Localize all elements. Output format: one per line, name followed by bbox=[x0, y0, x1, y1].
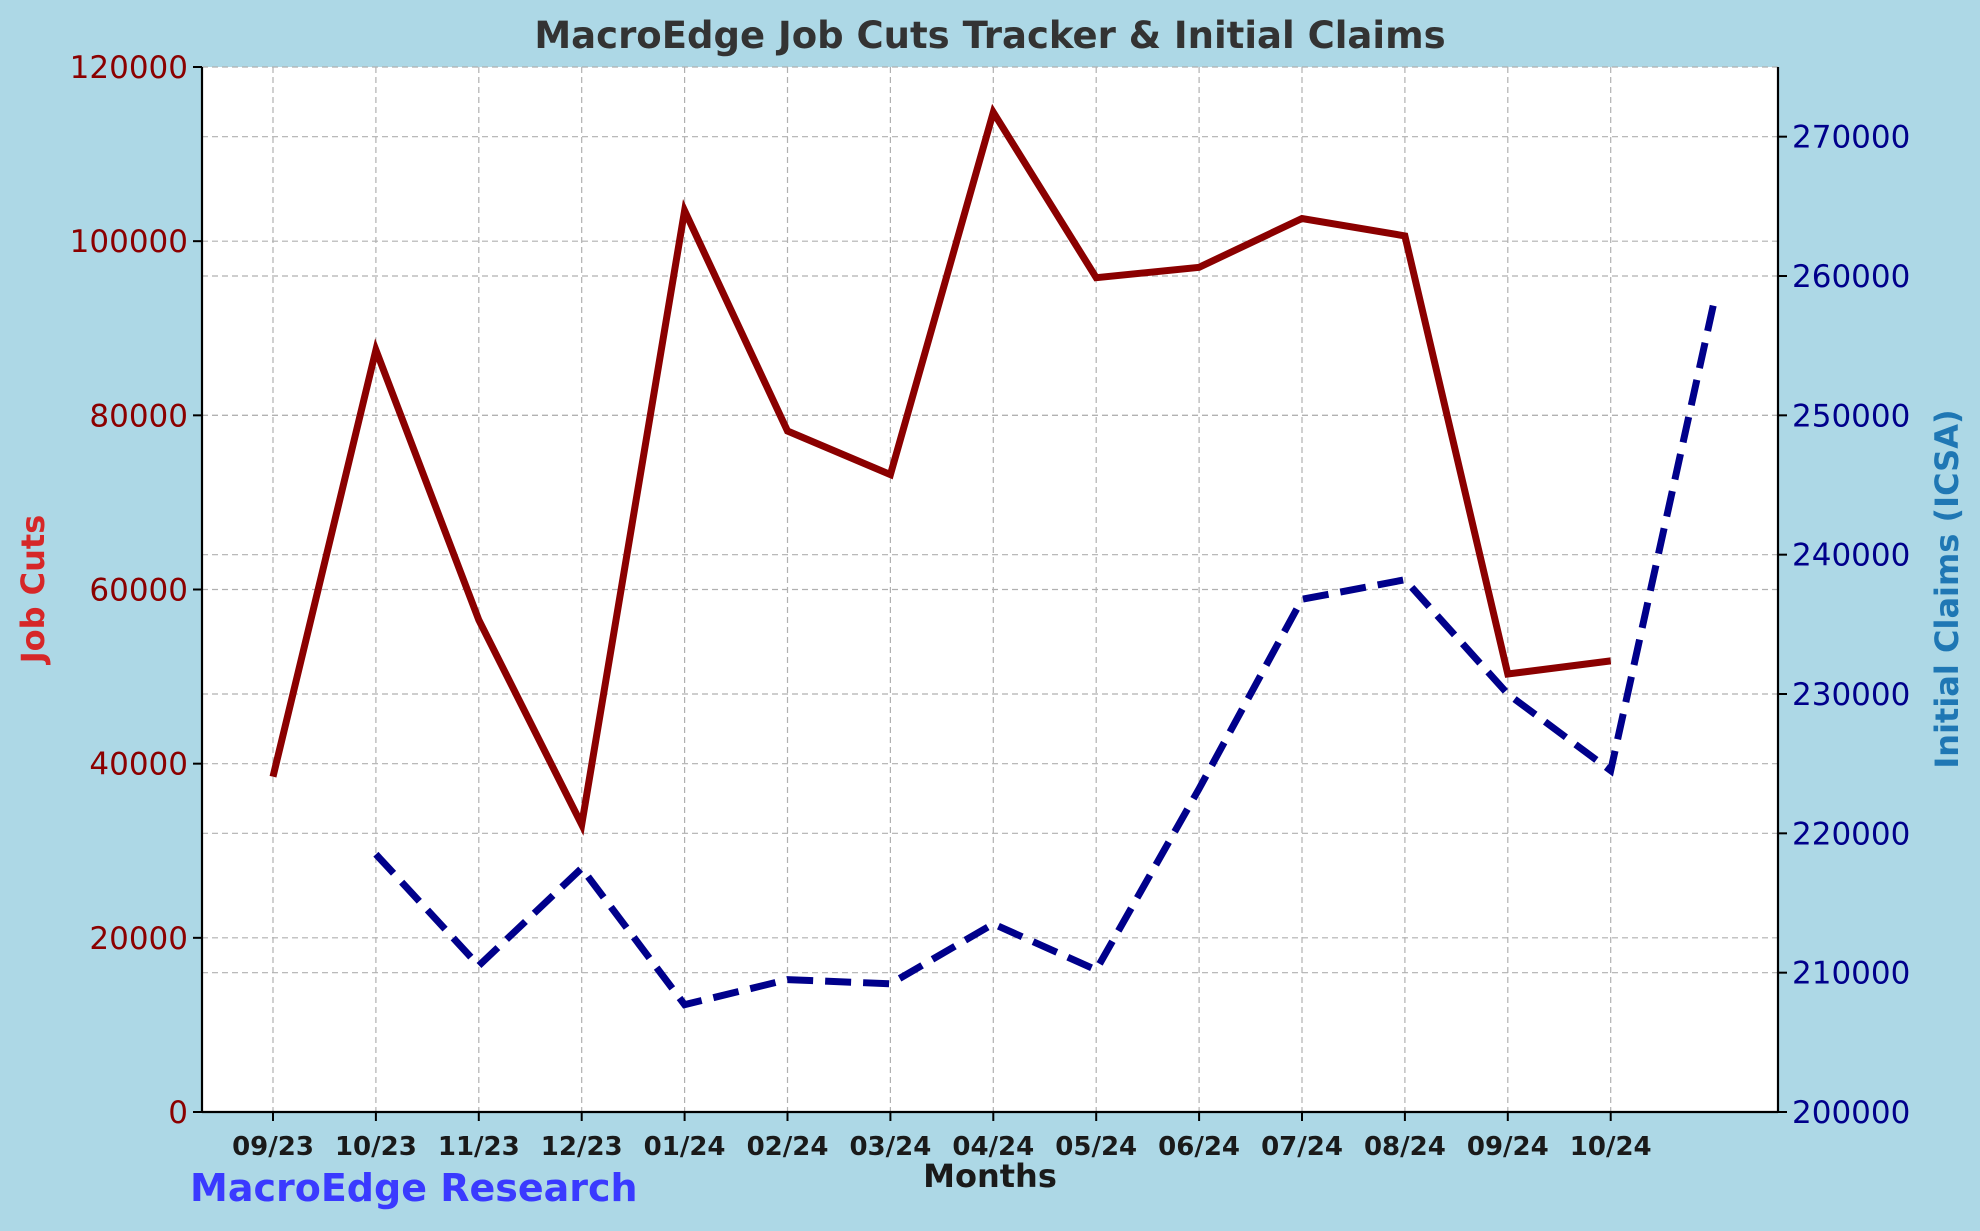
axes-layer: 0 20000 40000 60000 80000 100000 120000 200000 2… bbox=[70, 50, 1911, 1162]
x-tick-label: 01/24 bbox=[644, 1132, 726, 1162]
y-left-tick-label: 0 bbox=[168, 1095, 188, 1131]
y-right-tick-label: 260000 bbox=[1792, 259, 1910, 295]
y-right-tick-label: 250000 bbox=[1792, 398, 1910, 434]
y-axis-left-label: Job Cuts bbox=[14, 515, 52, 666]
y-left-tick-label: 120000 bbox=[70, 50, 188, 86]
y-left-tick-label: 40000 bbox=[89, 747, 188, 783]
x-tick-label: 09/23 bbox=[232, 1132, 314, 1162]
series-layer bbox=[269, 103, 1718, 1009]
y-right-tick-label: 210000 bbox=[1792, 956, 1910, 992]
y-left-tick-label: 20000 bbox=[89, 921, 188, 957]
x-tick-label: 04/24 bbox=[952, 1132, 1034, 1162]
chart-title: MacroEdge Job Cuts Tracker & Initial Cla… bbox=[534, 14, 1445, 57]
text-layer: MacroEdge Job Cuts Tracker & Initial Cla… bbox=[14, 14, 1966, 1210]
y-left-tick-label: 60000 bbox=[89, 573, 188, 609]
x-tick-label: 09/24 bbox=[1467, 1132, 1549, 1162]
y-left-tick-label: 80000 bbox=[89, 398, 188, 434]
y-axis-right-label: Initial Claims (ICSA) bbox=[1928, 409, 1966, 768]
x-tick-label: 02/24 bbox=[747, 1132, 829, 1162]
x-tick-label: 10/23 bbox=[335, 1132, 417, 1162]
y-right-tick-label: 230000 bbox=[1792, 677, 1910, 713]
job-cuts-line bbox=[269, 103, 1612, 836]
x-tick-label: 03/24 bbox=[849, 1132, 931, 1162]
x-tick-label: 06/24 bbox=[1158, 1132, 1240, 1162]
x-tick-label: 10/24 bbox=[1570, 1132, 1652, 1162]
plot-area bbox=[202, 67, 1778, 1112]
x-tick-label: 12/23 bbox=[541, 1132, 623, 1162]
x-tick-label: 11/23 bbox=[438, 1132, 520, 1162]
x-tick-label: 08/24 bbox=[1364, 1132, 1446, 1162]
y-left-tick-label: 100000 bbox=[70, 224, 188, 260]
y-right-tick-label: 200000 bbox=[1792, 1095, 1910, 1131]
x-axis-label: Months bbox=[923, 1157, 1057, 1195]
x-tick-label: 07/24 bbox=[1261, 1132, 1343, 1162]
y-right-tick-label: 240000 bbox=[1792, 538, 1910, 574]
watermark: MacroEdge Research bbox=[190, 1166, 638, 1210]
initial-claims-line bbox=[373, 303, 1718, 1009]
x-tick-label: 05/24 bbox=[1055, 1132, 1137, 1162]
y-right-tick-label: 220000 bbox=[1792, 816, 1910, 852]
y-right-tick-label: 270000 bbox=[1792, 120, 1910, 156]
